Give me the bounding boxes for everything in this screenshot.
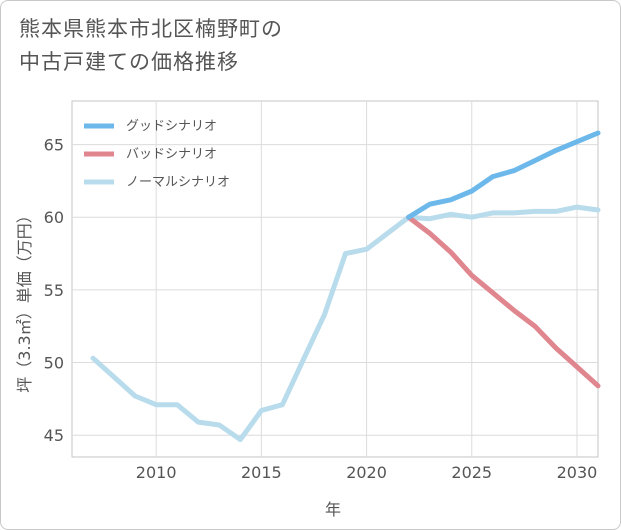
y-axis-label: 坪（3.3㎡）単価（万円） xyxy=(15,207,34,392)
legend-item: バッドシナリオ xyxy=(84,147,217,162)
x-axis-label: 年 xyxy=(325,500,341,519)
legend-label: グッドシナリオ xyxy=(126,119,217,134)
x-tick-label: 2025 xyxy=(451,463,492,482)
y-tick-label: 60 xyxy=(44,208,64,227)
x-gridlines xyxy=(155,101,578,457)
y-tick-label: 55 xyxy=(44,281,64,300)
series-line-2 xyxy=(90,204,601,443)
y-tick-label: 50 xyxy=(44,354,64,373)
y-gridlines xyxy=(72,144,598,436)
legend-label: ノーマルシナリオ xyxy=(126,175,230,190)
x-tick-label: 2010 xyxy=(136,463,177,482)
series-line-0 xyxy=(406,130,601,220)
y-tick-label: 45 xyxy=(44,426,64,445)
series-lines xyxy=(90,130,601,443)
x-axis-tick-labels: 2010 2015 2020 2025 2030 xyxy=(136,463,598,482)
chart-title-line-2: 中古戸建ての価格推移 xyxy=(19,50,239,74)
plot-area xyxy=(71,100,601,458)
x-tick-label: 2030 xyxy=(557,463,598,482)
series-line-1 xyxy=(406,214,601,389)
legend-label: バッドシナリオ xyxy=(126,147,217,162)
chart-title-line-1: 熊本県熊本市北区楠野町の xyxy=(19,17,283,41)
x-tick-label: 2015 xyxy=(241,463,282,482)
legend-item: ノーマルシナリオ xyxy=(84,175,230,190)
y-axis-tick-labels: 45 50 55 60 65 xyxy=(44,136,64,446)
x-tick-label: 2020 xyxy=(346,463,387,482)
chart-title: 熊本県熊本市北区楠野町の 中古戸建ての価格推移 xyxy=(19,13,283,79)
legend-item: グッドシナリオ xyxy=(84,119,217,134)
y-tick-label: 65 xyxy=(44,136,64,155)
